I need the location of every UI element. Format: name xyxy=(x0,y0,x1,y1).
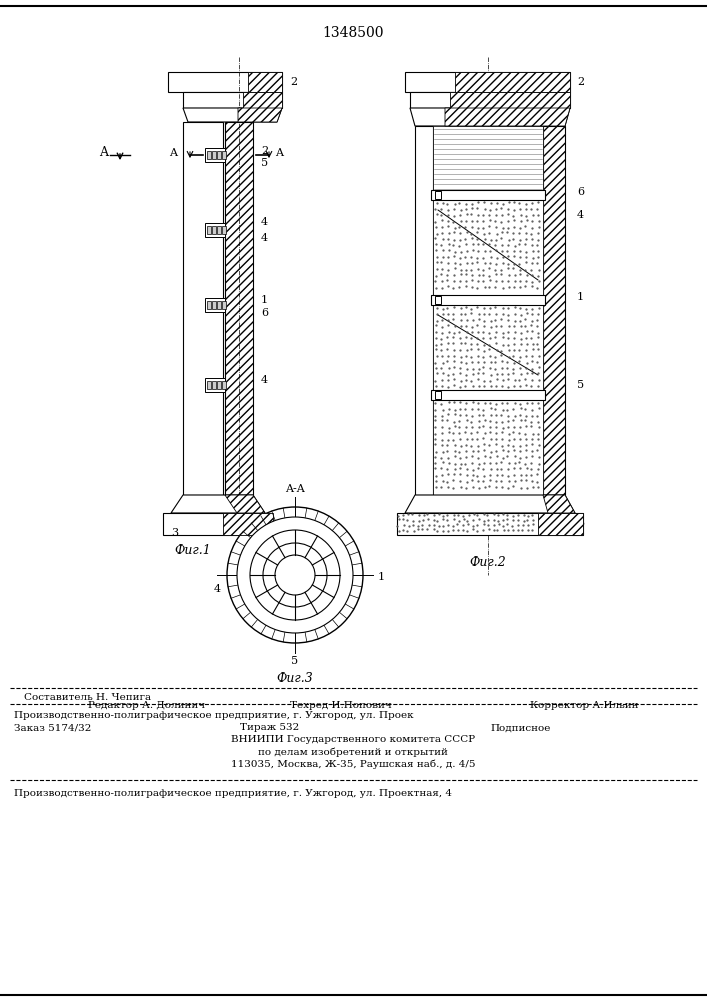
Polygon shape xyxy=(205,378,225,392)
Polygon shape xyxy=(207,301,211,309)
Text: Редактор А. Долинич: Редактор А. Долинич xyxy=(88,702,205,710)
Polygon shape xyxy=(238,108,282,122)
Text: 4: 4 xyxy=(261,233,268,243)
Polygon shape xyxy=(397,513,583,535)
Text: 2: 2 xyxy=(290,77,297,87)
Text: Составитель Н. Чепига: Составитель Н. Чепига xyxy=(25,692,151,702)
Polygon shape xyxy=(433,400,543,495)
Polygon shape xyxy=(212,226,216,234)
Text: Фиг.1: Фиг.1 xyxy=(175,544,211,556)
Circle shape xyxy=(237,517,353,633)
Circle shape xyxy=(227,507,363,643)
Polygon shape xyxy=(410,92,570,108)
Polygon shape xyxy=(217,381,221,389)
Polygon shape xyxy=(217,226,221,234)
Polygon shape xyxy=(171,495,265,513)
Text: 4: 4 xyxy=(577,210,584,220)
Polygon shape xyxy=(225,495,265,513)
Text: 2: 2 xyxy=(261,146,268,156)
Text: ВНИИПИ Государственного комитета СССР: ВНИИПИ Государственного комитета СССР xyxy=(231,736,475,744)
Polygon shape xyxy=(223,513,273,535)
Polygon shape xyxy=(225,122,253,495)
Text: A-A: A-A xyxy=(285,484,305,494)
Polygon shape xyxy=(248,72,282,92)
Polygon shape xyxy=(433,126,543,190)
Polygon shape xyxy=(243,92,282,108)
Text: 3: 3 xyxy=(577,518,584,528)
Text: 2: 2 xyxy=(577,77,584,87)
Text: 6: 6 xyxy=(577,187,584,197)
Text: 1348500: 1348500 xyxy=(322,26,384,40)
Polygon shape xyxy=(433,200,543,295)
Text: 5: 5 xyxy=(577,380,584,390)
Polygon shape xyxy=(205,298,225,312)
Polygon shape xyxy=(217,151,221,159)
Polygon shape xyxy=(183,92,282,108)
Text: по делам изобретений и открытий: по делам изобретений и открытий xyxy=(258,747,448,757)
Text: Корректор А.Ильин: Корректор А.Ильин xyxy=(530,702,638,710)
Polygon shape xyxy=(431,295,545,305)
Circle shape xyxy=(275,555,315,595)
Polygon shape xyxy=(217,301,221,309)
Polygon shape xyxy=(212,151,216,159)
Polygon shape xyxy=(435,191,441,199)
Polygon shape xyxy=(435,296,441,304)
Polygon shape xyxy=(212,381,216,389)
Polygon shape xyxy=(207,381,211,389)
Polygon shape xyxy=(431,390,545,400)
Text: Тираж 532: Тираж 532 xyxy=(240,724,300,732)
Polygon shape xyxy=(207,226,211,234)
Polygon shape xyxy=(168,72,282,92)
Text: 1: 1 xyxy=(577,292,584,302)
Text: A: A xyxy=(99,146,108,159)
Text: Производственно-полиграфическое предприятие, г. Ужгород, ул. Проектная, 4: Производственно-полиграфическое предприя… xyxy=(14,788,452,798)
Polygon shape xyxy=(410,108,570,126)
Polygon shape xyxy=(205,148,225,162)
Polygon shape xyxy=(222,301,226,309)
Text: Производственно-полиграфическое предприятие, г. Ужгород, ул. Проек: Производственно-полиграфическое предприя… xyxy=(14,712,414,720)
Text: Техред И.Попович: Техред И.Попович xyxy=(290,702,392,710)
Text: 4: 4 xyxy=(214,584,221,594)
Text: Подписное: Подписное xyxy=(490,724,550,732)
Polygon shape xyxy=(183,122,223,495)
Polygon shape xyxy=(435,391,441,399)
Text: 5: 5 xyxy=(291,656,298,666)
Text: Фиг.3: Фиг.3 xyxy=(276,672,313,684)
Text: 4: 4 xyxy=(261,375,268,385)
Circle shape xyxy=(263,543,327,607)
Polygon shape xyxy=(207,151,211,159)
Circle shape xyxy=(250,530,340,620)
Polygon shape xyxy=(405,72,570,92)
Polygon shape xyxy=(163,513,273,535)
Text: 1: 1 xyxy=(261,295,268,305)
Text: 4: 4 xyxy=(261,217,268,227)
Polygon shape xyxy=(445,108,570,126)
Text: 6: 6 xyxy=(261,308,268,318)
Text: 1: 1 xyxy=(378,572,385,582)
Text: Заказ 5174/32: Заказ 5174/32 xyxy=(14,724,91,732)
Polygon shape xyxy=(543,126,565,495)
Text: A: A xyxy=(275,148,283,158)
Polygon shape xyxy=(183,108,282,122)
Polygon shape xyxy=(205,223,225,237)
Text: A: A xyxy=(169,148,177,158)
Polygon shape xyxy=(431,190,545,200)
Polygon shape xyxy=(538,513,583,535)
Text: 5: 5 xyxy=(261,158,268,168)
Text: Фиг.2: Фиг.2 xyxy=(469,556,506,570)
Polygon shape xyxy=(455,72,570,92)
Polygon shape xyxy=(212,301,216,309)
Polygon shape xyxy=(543,495,575,513)
Polygon shape xyxy=(222,381,226,389)
Polygon shape xyxy=(450,92,570,108)
Polygon shape xyxy=(222,151,226,159)
Text: 3: 3 xyxy=(171,528,178,538)
Polygon shape xyxy=(433,305,543,390)
Polygon shape xyxy=(405,495,575,513)
Text: 113035, Москва, Ж-35, Раушская наб., д. 4/5: 113035, Москва, Ж-35, Раушская наб., д. … xyxy=(230,759,475,769)
Polygon shape xyxy=(222,226,226,234)
Polygon shape xyxy=(415,126,433,495)
